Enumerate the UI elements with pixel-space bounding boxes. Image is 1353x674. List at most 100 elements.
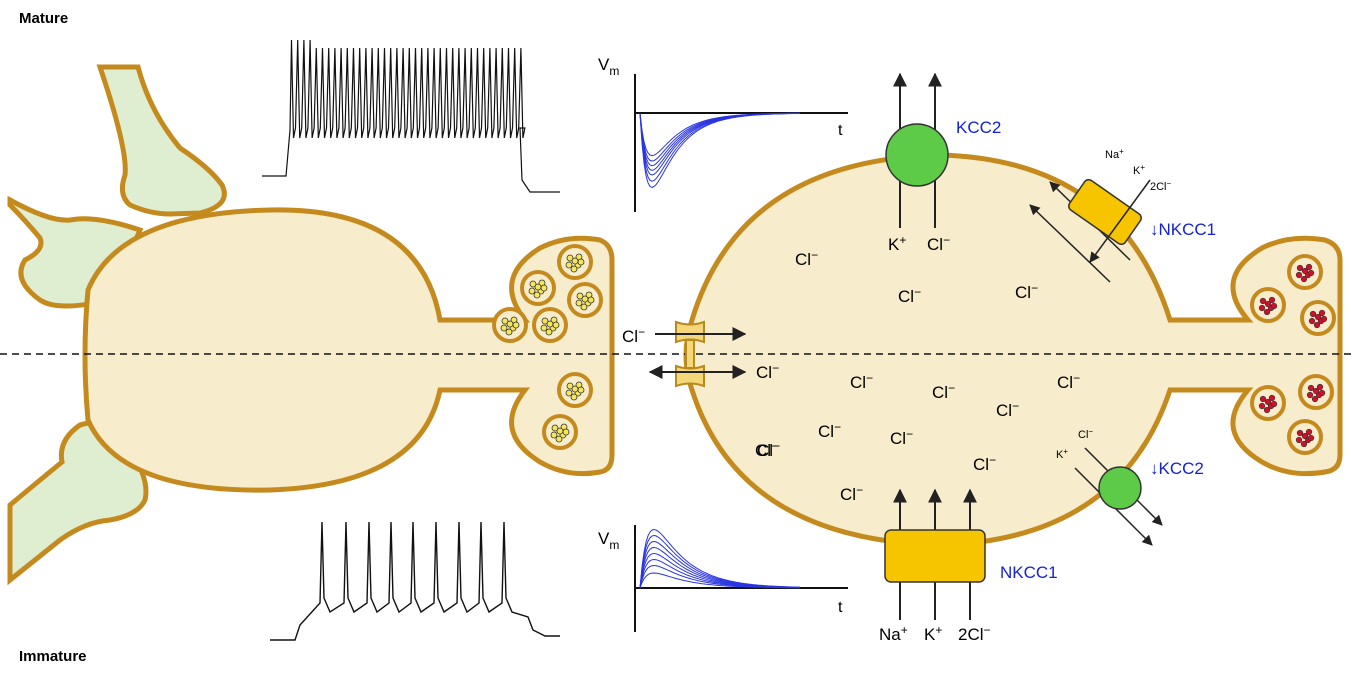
vesicle-dot (1270, 302, 1278, 310)
vesicle-dot (581, 295, 589, 303)
vesicle-dot (540, 324, 548, 332)
nkcc1-na-label: Na+ (879, 623, 908, 644)
vesicle-dot (566, 382, 574, 390)
nkcc1-label: NKCC1 (1000, 563, 1058, 582)
vesicle-dot (1300, 275, 1308, 283)
nkcc1-k-label-small: K+ (1133, 163, 1145, 177)
vesicle-dot (1295, 436, 1303, 444)
chloride-ion-label: Cl− (755, 439, 778, 460)
t-top-label: t (838, 122, 843, 139)
vesicle-dot (570, 265, 578, 273)
vesicle-dot (1259, 395, 1267, 403)
dendrite-top (96, 64, 227, 217)
vesicle-dot (501, 317, 509, 325)
vesicle-dot (1270, 400, 1278, 408)
vesicle-dot (1305, 263, 1313, 271)
vesicle-dot (505, 328, 513, 336)
vesicle-dot (1307, 434, 1315, 442)
channel-cl-label-bottom: Cl− (756, 361, 779, 382)
vesicle-dot (565, 389, 573, 397)
vesicle-dot (576, 292, 584, 300)
epsp-trace (639, 558, 800, 589)
vesicle-dot (545, 328, 553, 336)
vesicle-dot (540, 284, 548, 292)
vesicle-dot (1306, 391, 1314, 399)
vesicle-dot (550, 431, 558, 439)
vesicle-dot (580, 303, 588, 311)
vesicle-dot (1311, 395, 1319, 403)
nkcc1-na-label-small: Na+ (1105, 147, 1124, 161)
chloride-ion-label: Cl− (898, 285, 921, 306)
vesicle-dot (529, 280, 537, 288)
chloride-ion-label: Cl− (840, 483, 863, 504)
vesicle-dot (533, 291, 541, 299)
channel-cl-label-top: Cl− (622, 325, 645, 346)
vesicle-dot (528, 287, 536, 295)
vesicle-dot (1268, 296, 1276, 304)
vesicle-dot (500, 324, 508, 332)
kcc2-cl-label-small: Cl− (1078, 427, 1093, 441)
immature-label: Immature (19, 648, 87, 665)
vesicle-dot (541, 317, 549, 325)
vesicle-dot (534, 283, 542, 291)
vesicle-dot (1296, 264, 1304, 272)
ipsp-trace (639, 112, 800, 188)
spike-train-immature (270, 521, 560, 641)
vesicle-dot (552, 321, 560, 329)
nkcc1-transporter (884, 529, 986, 583)
vesicle-dot (546, 320, 554, 328)
vesicle-dots-red (1258, 263, 1328, 448)
vesicle-dot (1308, 317, 1316, 325)
vesicle-dot (1263, 308, 1271, 316)
chloride-ion-label: Cl− (757, 439, 780, 460)
kcc2-label: KCC2 (956, 118, 1001, 137)
vesicle-dot (1318, 389, 1326, 397)
vesicle-dot (1318, 309, 1326, 317)
vm-trace-top: Vm t (598, 55, 848, 212)
vesicle-dot (565, 261, 573, 269)
vesicle-dot (1301, 267, 1309, 275)
vesicle-dot (1263, 406, 1271, 414)
chloride-ions-immature: Cl−Cl− Cl−Cl−Cl−Cl−Cl−Cl−Cl−Cl− (755, 371, 1080, 504)
epsp-traces (639, 528, 801, 589)
chloride-ion-label: Cl− (850, 371, 873, 392)
vesicle-dot (1314, 313, 1322, 321)
chloride-ions-mature: Cl− Cl− Cl− (795, 248, 1038, 306)
chloride-channel (675, 320, 705, 388)
vesicle-cluster-right (1250, 254, 1336, 455)
vesicle-dot (1312, 387, 1320, 395)
vesicle-dot (587, 296, 595, 304)
kcc2-k-label: K+ (888, 233, 906, 254)
vesicle-dot (566, 254, 574, 262)
vesicle-dot (512, 321, 520, 329)
ipsp-trace (639, 112, 800, 176)
chloride-ion-label: Cl− (890, 427, 913, 448)
vesicle-dot (1307, 384, 1315, 392)
vesicle-dot (570, 393, 578, 401)
vesicle-dot (1305, 428, 1313, 436)
chloride-ion-label: Cl− (1015, 281, 1038, 302)
nkcc1-transporter-mature (1068, 178, 1142, 246)
vm-bottom-label: Vm (598, 529, 619, 552)
chloride-ion-label: Cl− (932, 381, 955, 402)
vesicle-dot (1295, 271, 1303, 279)
chloride-ion-label: Cl− (818, 420, 841, 441)
vesicle-dot (577, 386, 585, 394)
nkcc1-2cl-label: 2Cl− (958, 623, 991, 644)
vesicle-dot (571, 257, 579, 265)
spike-train-mature (262, 39, 560, 193)
right-neuron-body (683, 152, 1343, 548)
nkcc1-k-label: K+ (924, 623, 942, 644)
vesicle-dot (1309, 310, 1317, 318)
chloride-ion-label: Cl− (996, 399, 1019, 420)
vesicle-dot (562, 428, 570, 436)
vesicle-dot (1264, 300, 1272, 308)
kcc2-k-label-small: K+ (1056, 447, 1068, 461)
left-neuron-body (82, 207, 615, 493)
kcc2-cl-label: Cl− (927, 233, 950, 254)
vesicle-dot (1296, 429, 1304, 437)
vesicle-dot (556, 427, 564, 435)
vesicle-dots-yellow (500, 253, 595, 443)
